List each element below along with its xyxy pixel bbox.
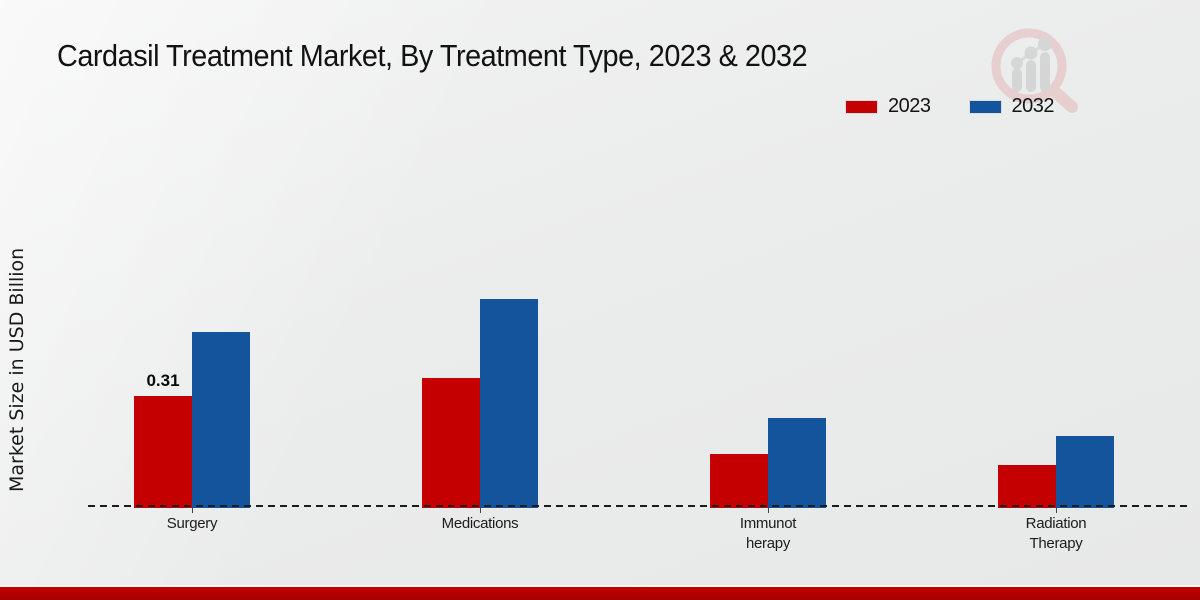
bar-2023-immunotherapy: [710, 454, 768, 508]
x-tick-medications: [480, 508, 481, 513]
legend-item-2023: 2023: [845, 95, 931, 118]
bar-2023-radiation-therapy: [998, 465, 1056, 508]
bar-2023-medications: [422, 378, 480, 508]
bar-2032-immunotherapy: [768, 418, 826, 508]
category-label-radiation-therapy: Radiation Therapy: [1025, 515, 1087, 553]
x-axis-baseline: [88, 505, 1190, 507]
legend-label-2032: 2032: [1011, 95, 1055, 117]
market-research-magnifier-logo-icon: [991, 28, 1078, 113]
x-tick-immunotherapy: [768, 508, 769, 513]
bar-2023-surgery: [134, 396, 192, 508]
category-label-medications: Medications: [441, 515, 519, 532]
legend: 2023 2032: [845, 95, 1054, 118]
bar-2032-radiation-therapy: [1056, 436, 1114, 508]
footer-stripe: [0, 587, 1200, 600]
legend-item-2032: 2032: [968, 95, 1055, 118]
bar-2032-medications: [480, 299, 538, 508]
legend-swatch-2032: [968, 99, 1002, 114]
chart-title: Cardasil Treatment Market, By Treatment …: [57, 38, 808, 73]
footer-divider: [0, 585, 1200, 587]
legend-label-2023: 2023: [888, 95, 931, 117]
x-tick-radiation-therapy: [1056, 508, 1057, 513]
value-label-surgery-2023: 0.31: [146, 371, 180, 390]
category-label-surgery: Surgery: [166, 515, 218, 532]
category-label-immunotherapy: Immunot herapy: [739, 515, 797, 553]
bar-2032-surgery: [192, 332, 250, 508]
legend-swatch-2023: [845, 99, 878, 114]
x-tick-surgery: [192, 508, 193, 513]
